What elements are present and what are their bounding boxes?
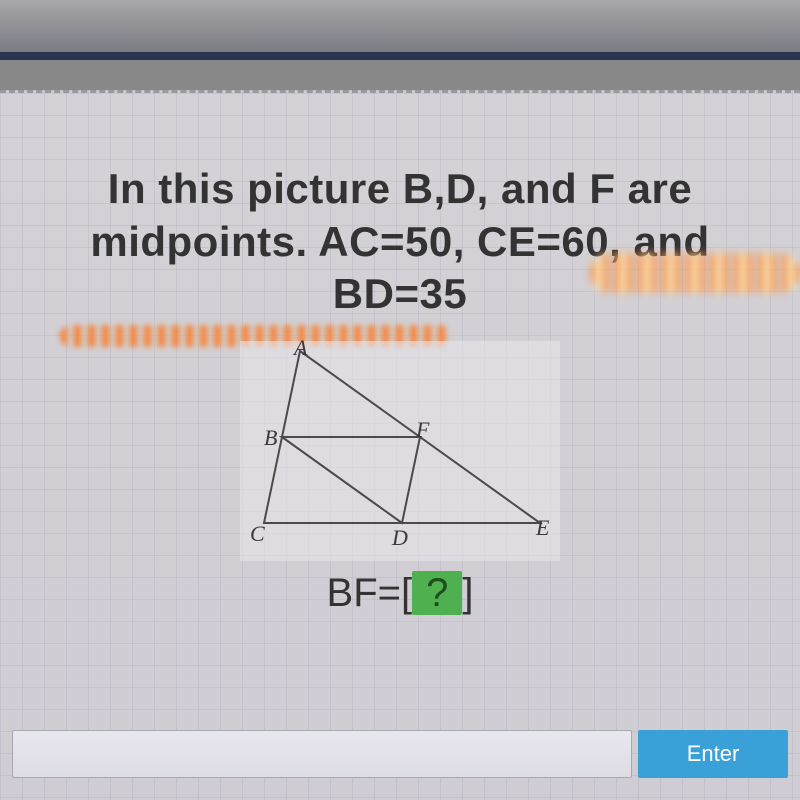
vertex-label-f: F [416, 417, 429, 443]
vertex-label-b: B [264, 425, 277, 451]
vertex-label-a: A [294, 335, 307, 361]
answer-input[interactable] [12, 730, 632, 778]
vertex-label-c: C [250, 521, 265, 547]
question-line: In this picture B,D, and F are [30, 163, 770, 216]
browser-chrome-bar [0, 0, 800, 60]
answer-input-row: Enter [12, 730, 788, 778]
vertex-label-e: E [536, 515, 549, 541]
worksheet-paper: In this picture B,D, and F are midpoints… [0, 90, 800, 800]
answer-suffix: ] [462, 571, 473, 615]
enter-button[interactable]: Enter [638, 730, 788, 778]
question-text: In this picture B,D, and F are midpoints… [30, 163, 770, 321]
answer-placeholder-box: ? [412, 571, 462, 615]
answer-prompt: BF=[?] [30, 571, 770, 616]
question-line: BD=35 [30, 268, 770, 321]
geometry-diagram: A B C D E F [240, 341, 560, 561]
vertex-label-d: D [392, 525, 408, 551]
question-line: midpoints. AC=50, CE=60, and [30, 216, 770, 269]
answer-prefix: BF=[ [327, 571, 413, 615]
